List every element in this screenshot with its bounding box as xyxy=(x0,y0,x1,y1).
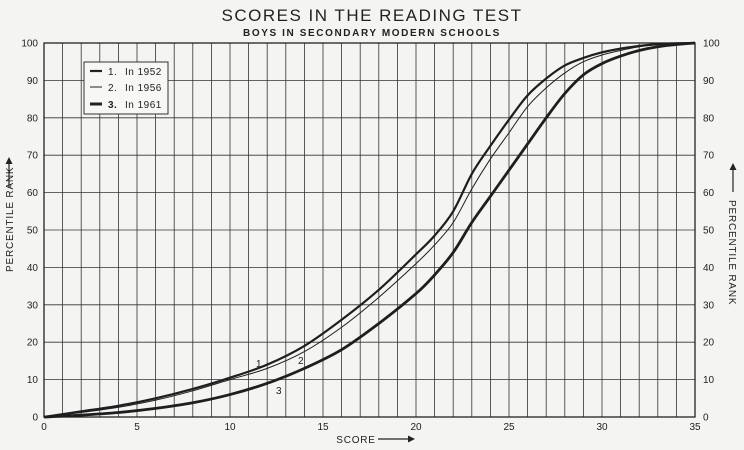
y-axis-right-ticks: 0 10 20 30 40 50 60 70 80 90 100 xyxy=(703,39,720,424)
y-tick-label-right: 20 xyxy=(703,338,715,349)
legend: 1. In 1952 2. In 1956 3. In 1961 xyxy=(83,61,169,115)
y-tick-label-left: 30 xyxy=(27,300,39,311)
y-tick-label-right: 40 xyxy=(703,263,715,274)
y-tick-label-left: 70 xyxy=(27,151,39,162)
y-tick-label-left: 80 xyxy=(27,113,39,124)
x-tick-label: 5 xyxy=(134,422,140,433)
legend-label-1: In 1952 xyxy=(125,67,162,78)
y-tick-label-right: 0 xyxy=(703,413,709,424)
series-line-3 xyxy=(43,41,696,419)
legend-label-2: In 1956 xyxy=(125,83,162,94)
y-tick-label-right: 90 xyxy=(703,76,715,87)
y-tick-label-right: 80 xyxy=(703,113,715,124)
legend-number-3: 3. xyxy=(108,100,117,111)
chart-title: SCORES IN THE READING TEST xyxy=(222,6,523,25)
y-tick-label-left: 100 xyxy=(21,39,38,50)
y-tick-label-right: 30 xyxy=(703,300,715,311)
y-tick-label-left: 60 xyxy=(27,188,39,199)
curve-label-1: 1 xyxy=(256,359,262,370)
y-tick-label-right: 50 xyxy=(703,226,715,237)
y-tick-label-right: 70 xyxy=(703,151,715,162)
y-tick-label-right: 100 xyxy=(703,39,720,50)
plot-frame xyxy=(43,42,696,418)
legend-number-1: 1. xyxy=(108,67,117,78)
y-axis-right-label: PERCENTILE RANK xyxy=(726,200,737,305)
y-tick-label-left: 50 xyxy=(27,226,39,237)
y-tick-label-left: 90 xyxy=(27,76,39,87)
y-tick-label-left: 0 xyxy=(32,413,38,424)
y-tick-label-left: 40 xyxy=(27,263,39,274)
series-line-2 xyxy=(43,42,696,418)
y-tick-label-left: 10 xyxy=(27,375,39,386)
series-line-1 xyxy=(43,41,696,419)
y-tick-label-left: 20 xyxy=(27,338,39,349)
x-axis-arrow xyxy=(378,435,415,443)
x-tick-label: 30 xyxy=(596,422,608,433)
legend-label-3: In 1961 xyxy=(125,100,162,111)
x-axis-ticks: 0 5 10 15 20 25 30 35 xyxy=(41,422,701,433)
chart-subtitle: BOYS IN SECONDARY MODERN SCHOOLS xyxy=(243,28,501,39)
series-curves xyxy=(43,41,696,419)
x-tick-label: 25 xyxy=(503,422,515,433)
y-axis-right-arrow xyxy=(729,163,737,192)
y-tick-label-right: 10 xyxy=(703,375,715,386)
y-tick-label-right: 60 xyxy=(703,188,715,199)
y-axis-left-label: PERCENTILE RANK xyxy=(5,167,16,272)
x-tick-label: 35 xyxy=(689,422,701,433)
x-tick-label: 15 xyxy=(317,422,329,433)
x-tick-label: 20 xyxy=(410,422,422,433)
x-axis-label: SCORE xyxy=(336,435,376,446)
x-tick-label: 10 xyxy=(224,422,236,433)
curve-label-3: 3 xyxy=(276,386,282,397)
x-tick-label: 0 xyxy=(41,422,47,433)
curve-label-2: 2 xyxy=(298,356,304,367)
legend-number-2: 2. xyxy=(108,83,117,94)
y-axis-left-ticks: 0 10 20 30 40 50 60 70 80 90 100 xyxy=(21,39,38,424)
y-axis-left-arrow xyxy=(5,157,13,188)
